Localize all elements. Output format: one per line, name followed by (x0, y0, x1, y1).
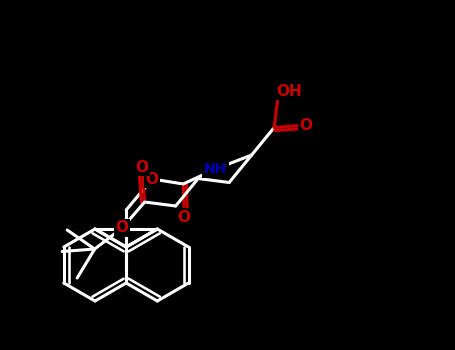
Text: O: O (300, 118, 313, 133)
Text: O: O (146, 172, 159, 187)
Text: O: O (177, 210, 191, 225)
Text: O: O (136, 160, 149, 175)
Text: NH: NH (204, 162, 228, 176)
Text: O: O (116, 220, 129, 236)
Text: OH: OH (276, 84, 302, 98)
